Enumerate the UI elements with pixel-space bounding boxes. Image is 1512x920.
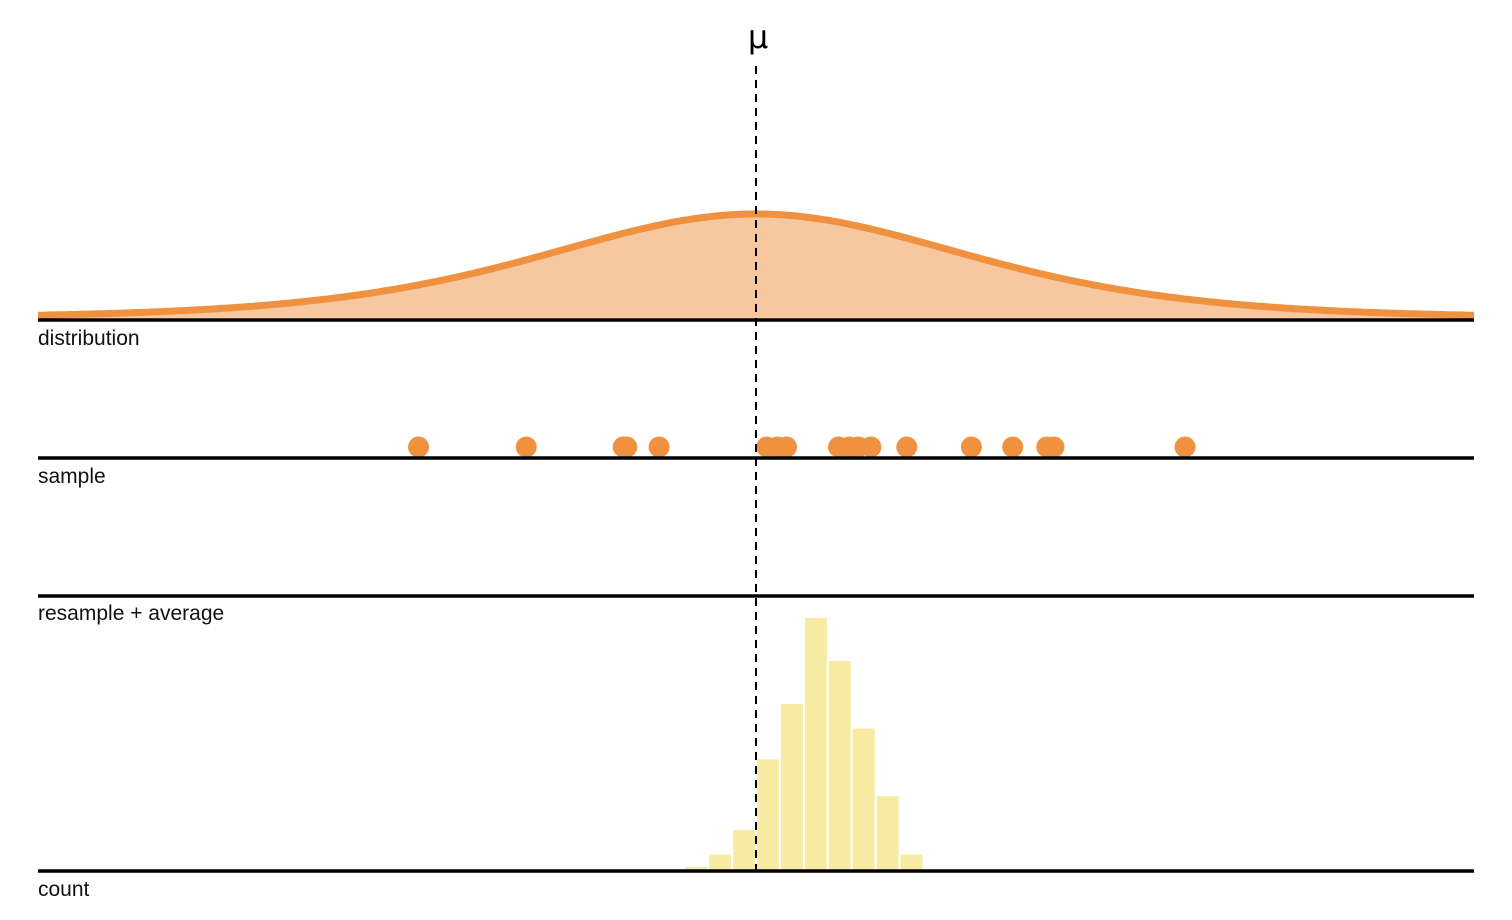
sample-point: [828, 436, 850, 458]
histogram-bar: [852, 728, 875, 870]
sample-point: [896, 436, 918, 458]
histogram: [685, 618, 923, 870]
histogram-bar: [780, 704, 803, 870]
sample-point: [1002, 436, 1024, 458]
sample-point: [756, 436, 778, 458]
sample-track: sample: [38, 436, 1474, 488]
histogram-bar: [900, 854, 923, 870]
sample-point: [1036, 436, 1058, 458]
sample-point: [1174, 436, 1196, 458]
histogram-bar: [685, 866, 708, 870]
sample-point: [612, 436, 634, 458]
resample-label: resample + average: [38, 602, 224, 625]
sample-label: sample: [38, 465, 106, 488]
histogram-bar: [709, 854, 732, 870]
distribution-label: distribution: [38, 327, 140, 350]
sample-point: [408, 436, 430, 458]
histogram-bar: [733, 830, 755, 870]
histogram-bar: [828, 661, 851, 870]
histogram-bar: [757, 759, 779, 870]
sample-point: [648, 436, 670, 458]
count-label: count: [38, 878, 90, 901]
histogram-bar: [876, 796, 899, 870]
resample-track: resample + average: [38, 594, 1474, 625]
mu-label: μ: [748, 18, 768, 56]
histogram-bar: [804, 618, 827, 870]
count-track: count: [38, 869, 1474, 901]
sample-point: [960, 436, 982, 458]
sample-point: [515, 436, 537, 458]
